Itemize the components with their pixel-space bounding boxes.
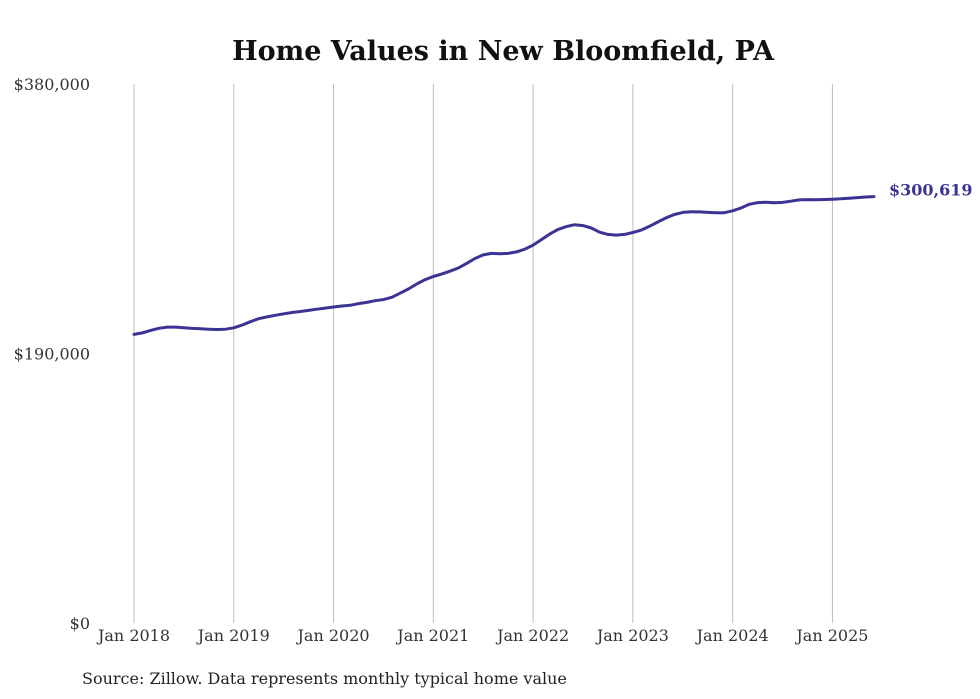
x-tick-label: Jan 2022 (495, 626, 569, 645)
x-tick-label: Jan 2018 (96, 626, 170, 645)
source-note: Source: Zillow. Data represents monthly … (82, 669, 567, 688)
chart-title: Home Values in New Bloomfield, PA (232, 36, 775, 67)
y-tick-label: $190,000 (14, 345, 90, 364)
y-axis-ticks: $0 $190,000 $380,000 (14, 75, 90, 633)
latest-value-label: $300,619 (889, 181, 973, 200)
y-tick-label: $0 (70, 614, 90, 633)
x-tick-label: Jan 2024 (695, 626, 769, 645)
x-tick-label: Jan 2019 (196, 626, 270, 645)
x-axis-ticks: Jan 2018 Jan 2019 Jan 2020 Jan 2021 Jan 2022… (96, 626, 868, 645)
x-tick-label: Jan 2023 (595, 626, 669, 645)
x-tick-label: Jan 2021 (395, 626, 469, 645)
y-tick-label: $380,000 (14, 75, 90, 94)
home-value-line (132, 195, 876, 336)
x-tick-label: Jan 2020 (296, 626, 370, 645)
x-tick-label: Jan 2025 (794, 626, 868, 645)
gridlines (133, 84, 833, 623)
